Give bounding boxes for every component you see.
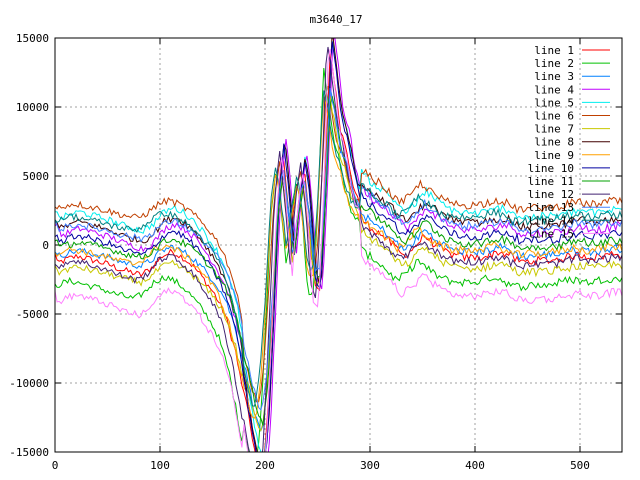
legend-label: line 5 [534,96,574,109]
legend-label: line 3 [534,70,574,83]
series-lines [55,38,622,452]
legend-label: line 9 [534,149,574,162]
x-tick-label: 0 [52,459,59,472]
series-line [55,95,622,432]
x-tick-label: 200 [255,459,275,472]
y-tick-label: 15000 [16,32,49,45]
axis-ticks: 0 100 200 300 400 500 -15000 -10000 -5000 0 5000 10… [9,32,622,472]
legend-label: line 15 [528,227,574,240]
y-tick-label: 0 [42,239,49,252]
plot-frame [54,37,623,453]
series-line [55,41,622,452]
legend-label: line 4 [534,83,574,96]
y-tick-label: 5000 [23,170,50,183]
y-tick-label: -10000 [9,377,49,390]
series-line [55,49,622,452]
chart-title: m3640_17 [310,13,363,26]
x-tick-label: 500 [570,459,590,472]
legend-label: line 8 [534,136,574,149]
y-tick-label: -15000 [9,446,49,459]
series-line [55,38,622,452]
legend-label: line 2 [534,57,574,70]
legend-label: line 12 [528,188,574,201]
legend-label: line 1 [534,44,574,57]
legend-label: line 7 [534,123,574,136]
series-line [55,96,622,426]
series-line [55,67,622,452]
series-line [55,87,622,411]
legend-label: line 13 [528,201,574,214]
legend-label: line 14 [528,214,575,227]
y-tick-label: 10000 [16,101,49,114]
legend-label: line 11 [528,175,574,188]
x-tick-label: 300 [360,459,380,472]
x-tick-label: 100 [150,459,170,472]
legend-label: line 10 [528,162,574,175]
series-line [55,46,622,452]
x-tick-label: 400 [465,459,485,472]
y-tick-label: -5000 [16,308,49,321]
legend-label: line 6 [534,110,574,123]
series-line [55,90,622,407]
